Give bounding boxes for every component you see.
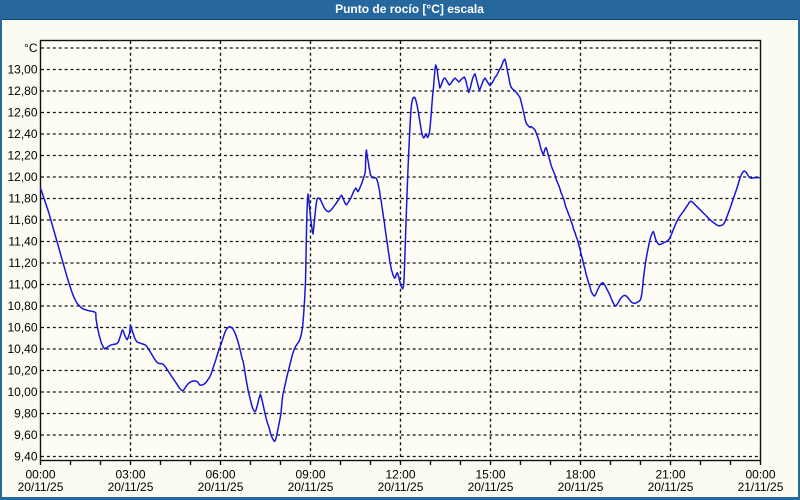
- svg-text:10,80: 10,80: [7, 299, 37, 313]
- svg-text:21/11/25: 21/11/25: [738, 480, 784, 494]
- svg-text:12,20: 12,20: [7, 149, 37, 163]
- svg-text:12,60: 12,60: [7, 106, 37, 120]
- svg-text:03:00: 03:00: [115, 468, 145, 482]
- svg-text:15:00: 15:00: [475, 468, 505, 482]
- svg-text:11,60: 11,60: [8, 213, 37, 227]
- svg-text:21:00: 21:00: [655, 468, 685, 482]
- svg-text:18:00: 18:00: [565, 468, 595, 482]
- svg-text:12,00: 12,00: [7, 170, 37, 184]
- svg-text:9,80: 9,80: [14, 407, 38, 421]
- svg-text:9,60: 9,60: [14, 428, 38, 442]
- svg-text:20/11/25: 20/11/25: [468, 480, 514, 494]
- svg-text:11,40: 11,40: [8, 235, 37, 249]
- svg-text:10,00: 10,00: [7, 385, 37, 399]
- svg-text:20/11/25: 20/11/25: [558, 480, 604, 494]
- svg-text:20/11/25: 20/11/25: [108, 480, 154, 494]
- svg-text:10,60: 10,60: [7, 321, 37, 335]
- svg-text:9,40: 9,40: [14, 450, 38, 464]
- svg-text:11,00: 11,00: [8, 278, 37, 292]
- svg-text:10,40: 10,40: [7, 342, 37, 356]
- svg-text:20/11/25: 20/11/25: [378, 480, 424, 494]
- svg-text:12,80: 12,80: [7, 84, 37, 98]
- svg-text:13,00: 13,00: [7, 63, 37, 77]
- svg-text:10,20: 10,20: [7, 364, 37, 378]
- svg-text:20/11/25: 20/11/25: [18, 480, 64, 494]
- svg-text:20/11/25: 20/11/25: [648, 480, 694, 494]
- svg-text:06:00: 06:00: [205, 468, 235, 482]
- svg-text:09:00: 09:00: [295, 468, 325, 482]
- svg-text:11,80: 11,80: [8, 192, 37, 206]
- svg-text:20/11/25: 20/11/25: [288, 480, 334, 494]
- svg-text:00:00: 00:00: [745, 468, 775, 482]
- svg-text:20/11/25: 20/11/25: [198, 480, 244, 494]
- svg-text:°C: °C: [24, 41, 38, 55]
- svg-text:12,40: 12,40: [7, 127, 37, 141]
- svg-text:12:00: 12:00: [385, 468, 415, 482]
- svg-text:00:00: 00:00: [25, 468, 55, 482]
- svg-text:11,20: 11,20: [8, 256, 37, 270]
